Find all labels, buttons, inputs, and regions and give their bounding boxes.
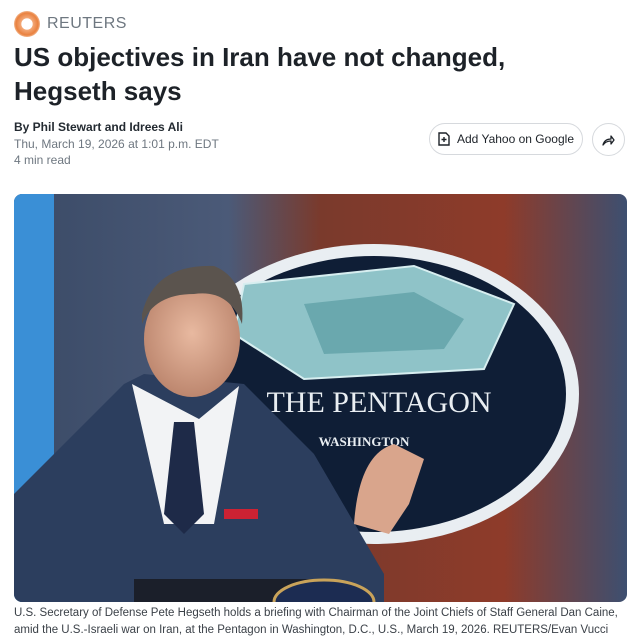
share-button[interactable] bbox=[592, 123, 625, 156]
byline: By Phil Stewart and Idrees Ali bbox=[14, 120, 183, 134]
publish-date: Thu, March 19, 2026 at 1:01 p.m. EDT bbox=[14, 137, 219, 151]
article-title: US objectives in Iran have not changed, … bbox=[14, 42, 506, 106]
sign-subtitle: WASHINGTON bbox=[319, 434, 410, 449]
photo-image: THE PENTAGON WASHINGTON bbox=[14, 194, 627, 602]
brand-name: REUTERS bbox=[47, 15, 127, 32]
reuters-logo-icon bbox=[14, 11, 40, 37]
add-yahoo-on-google-button[interactable]: Add Yahoo on Google bbox=[429, 123, 583, 155]
sign-title: THE PENTAGON bbox=[266, 386, 491, 419]
reuters-brand[interactable]: REUTERS bbox=[14, 11, 127, 37]
share-arrow-icon bbox=[602, 134, 615, 146]
add-yahoo-label: Add Yahoo on Google bbox=[457, 132, 574, 146]
article-photo[interactable]: THE PENTAGON WASHINGTON bbox=[14, 194, 627, 602]
photo-caption: U.S. Secretary of Defense Pete Hegseth h… bbox=[14, 607, 618, 636]
read-time: 4 min read bbox=[14, 153, 71, 167]
add-document-icon bbox=[438, 132, 450, 146]
